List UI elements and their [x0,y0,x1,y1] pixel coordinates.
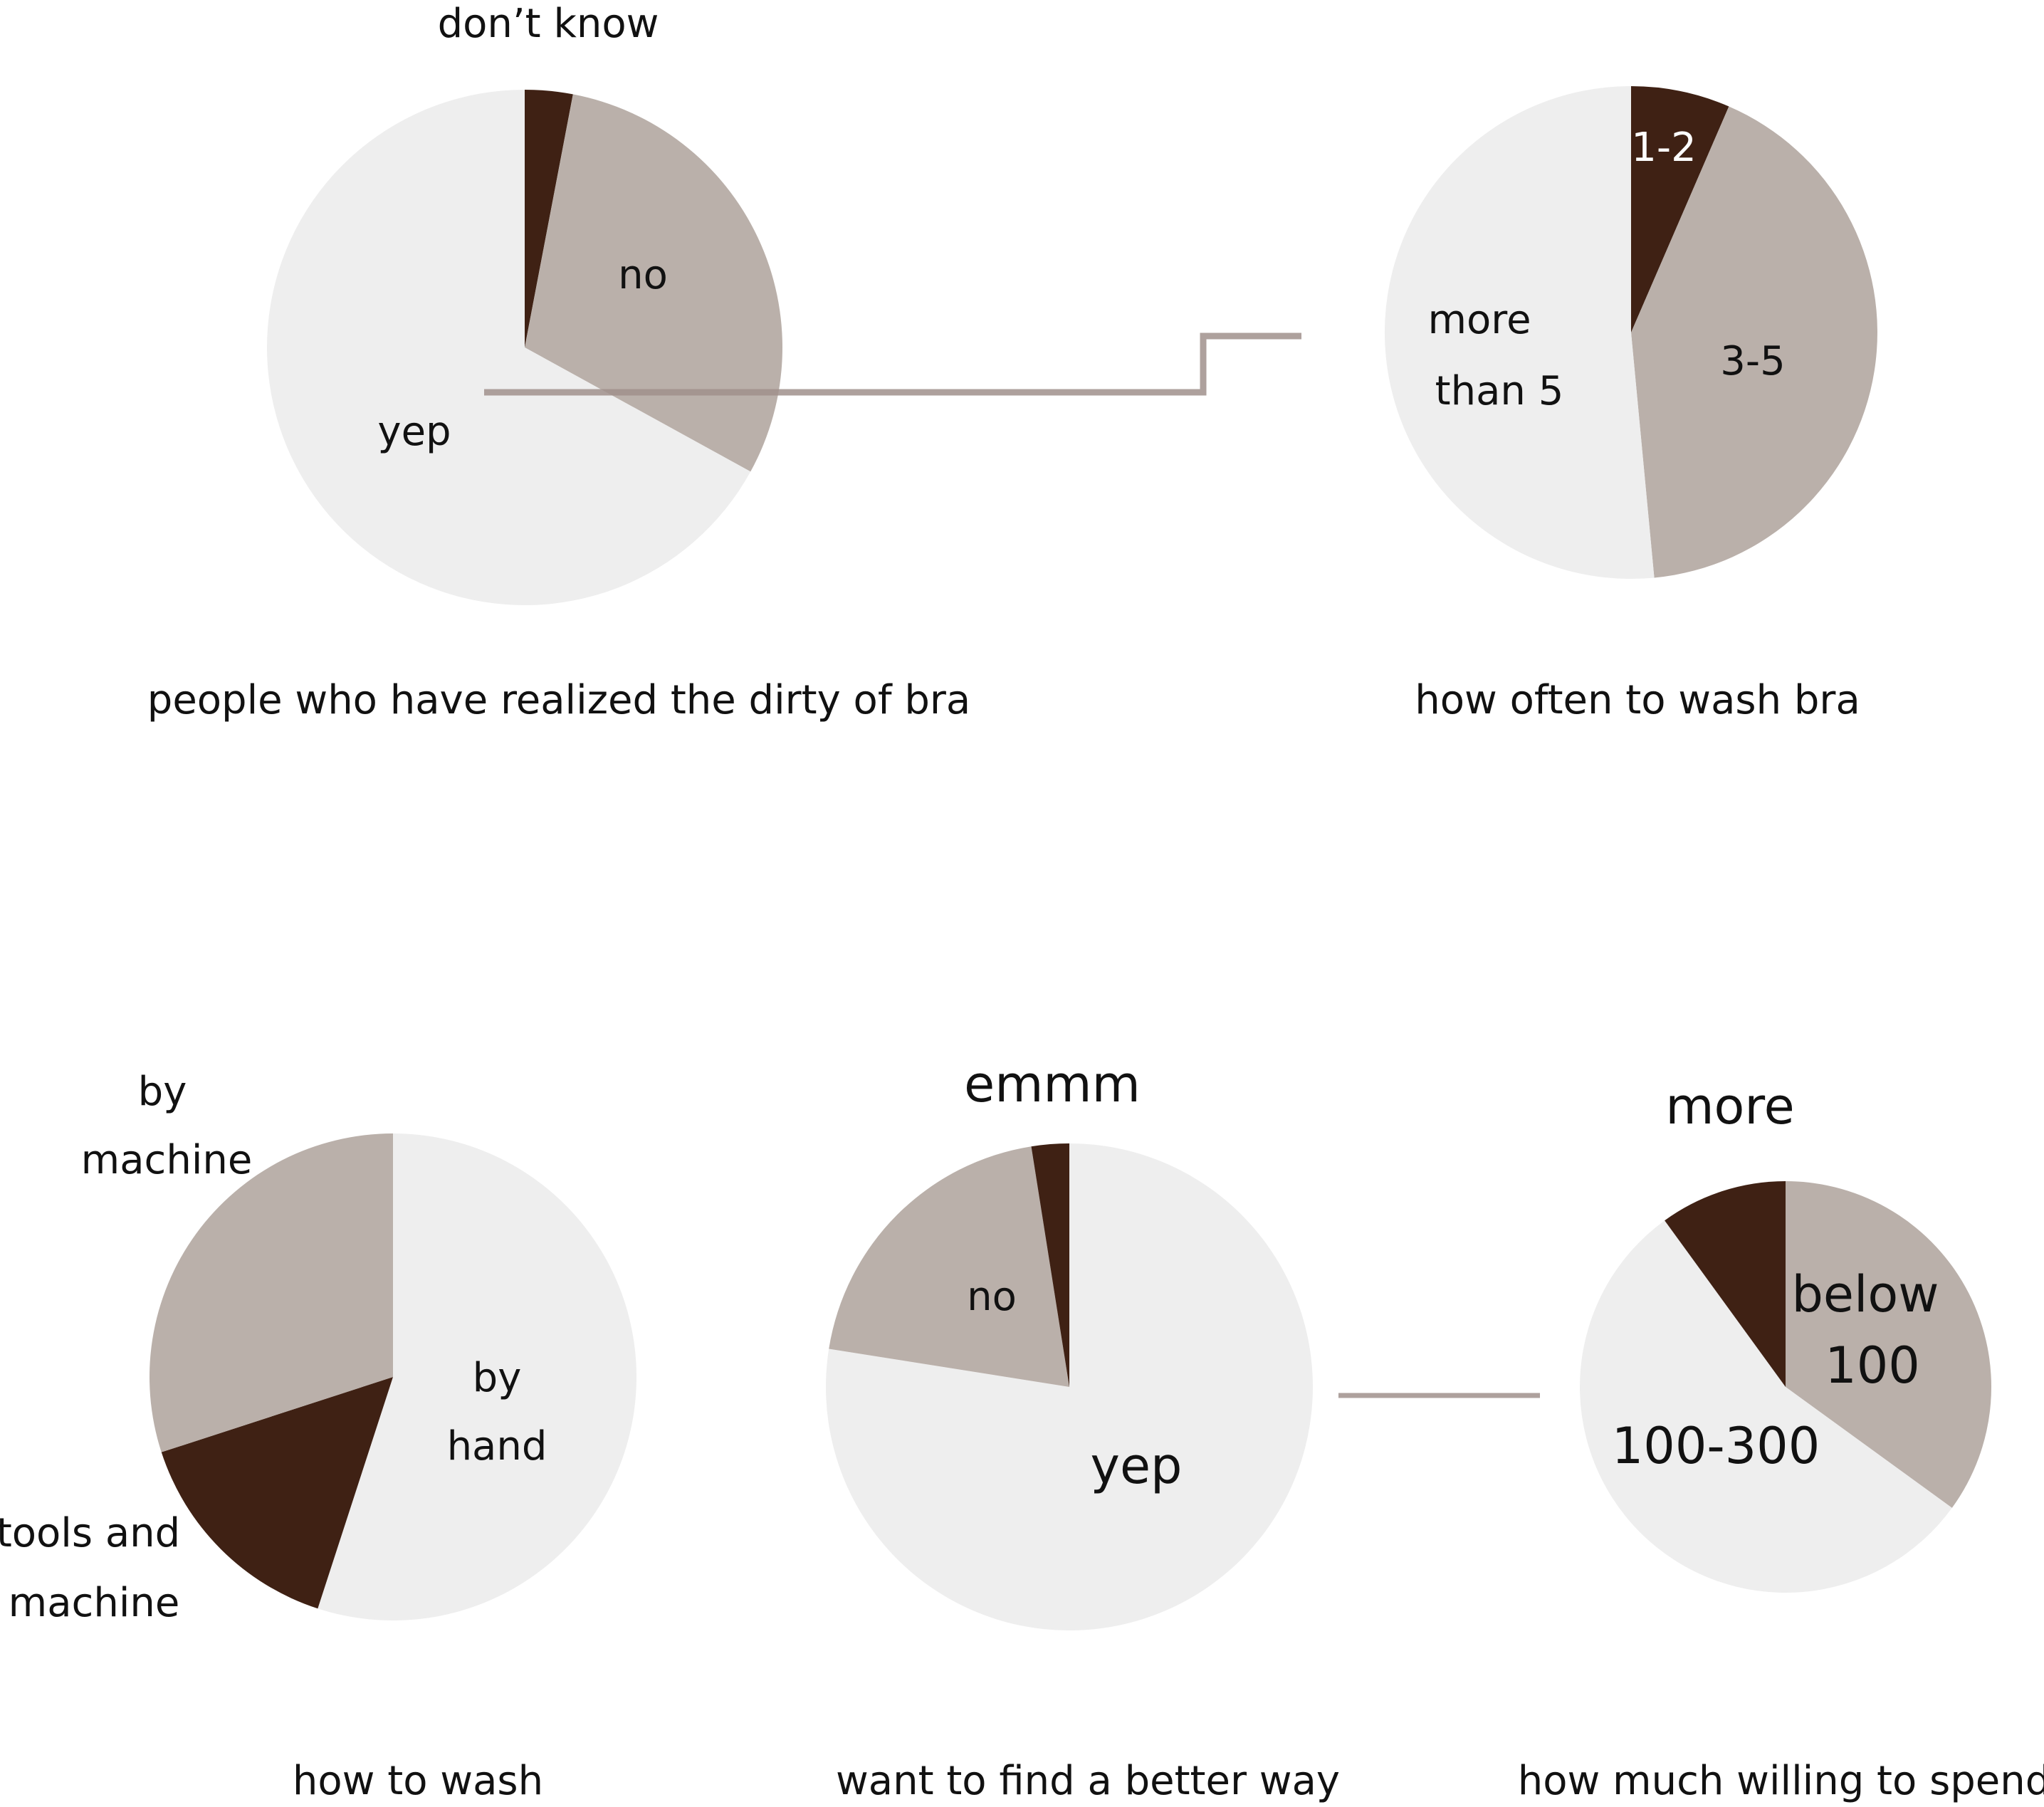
slice-label-by-hand-line1: by [473,1355,522,1401]
pie-slice-tools-and-machine [161,1377,394,1609]
slice-label-yep-better-way: yep [1091,1437,1183,1495]
slice-label-below-100-line1: below [1791,1265,1939,1324]
slice-label-yep: yep [377,409,451,455]
pie-slice-emmm [1031,1143,1069,1387]
pie-slice-don-t-know [525,90,573,347]
chart-title-wash-frequency: how often to wash bra [1415,677,1860,723]
slice-label-more-than-5-line2: than 5 [1435,368,1564,414]
slice-label-emmm: emmm [964,1055,1141,1114]
slice-label-by-machine-line2: machine [81,1137,253,1183]
pie-slice-more-than-5 [1384,86,1655,580]
pie-chart-better-way [825,1143,1313,1631]
chart-title-realized-dirty: people who have realized the dirty of br… [147,677,970,723]
pie-slice-by-machine [150,1133,393,1452]
slice-label-by-hand-line2: hand [447,1423,547,1470]
slice-label-1-2: 1-2 [1631,125,1696,171]
slice-label-more-than-5-line1: more [1427,297,1531,343]
slice-label-below-100-line2: 100 [1825,1336,1920,1395]
pie-slice-below-100 [1786,1181,1992,1508]
chart-title-better-way: want to find a better way [836,1758,1340,1804]
slice-label-dont-know: don’t know [438,1,659,47]
slice-label-no-better-way: no [967,1274,1017,1320]
pie-slice-1-2 [1631,86,1729,332]
pie-chart-how-to-wash [150,1133,637,1620]
pie-slice-by-hand [318,1133,637,1620]
pie-chart-willing-to-spend [1580,1181,1992,1593]
pie-slice-yep [266,89,751,606]
chart-title-willing-to-spend: how much willing to spend [1518,1758,2044,1804]
pie-chart-wash-frequency [1384,86,1877,580]
slice-label-by-machine-line1: by [138,1069,187,1115]
pie-slice-no [525,94,782,472]
slice-label-more-spend: more [1665,1077,1794,1136]
chart-title-how-to-wash: how to wash [293,1758,543,1804]
slice-label-tools-and-machine-line2: machine [9,1580,180,1626]
pie-slice-100-300 [1580,1220,1952,1593]
slice-label-no: no [618,252,668,298]
slice-label-3-5: 3-5 [1720,338,1785,384]
connector-line-top [484,332,1301,396]
slice-label-100-300: 100-300 [1612,1417,1820,1475]
pie-slice-yep [825,1143,1313,1631]
pie-slice-more [1665,1181,1786,1387]
pie-slice-no [829,1146,1069,1387]
pie-slice-3-5 [1631,106,1877,578]
slice-label-tools-and-machine-line1: tools and [0,1510,180,1556]
pie-chart-realized-dirty [266,89,782,606]
